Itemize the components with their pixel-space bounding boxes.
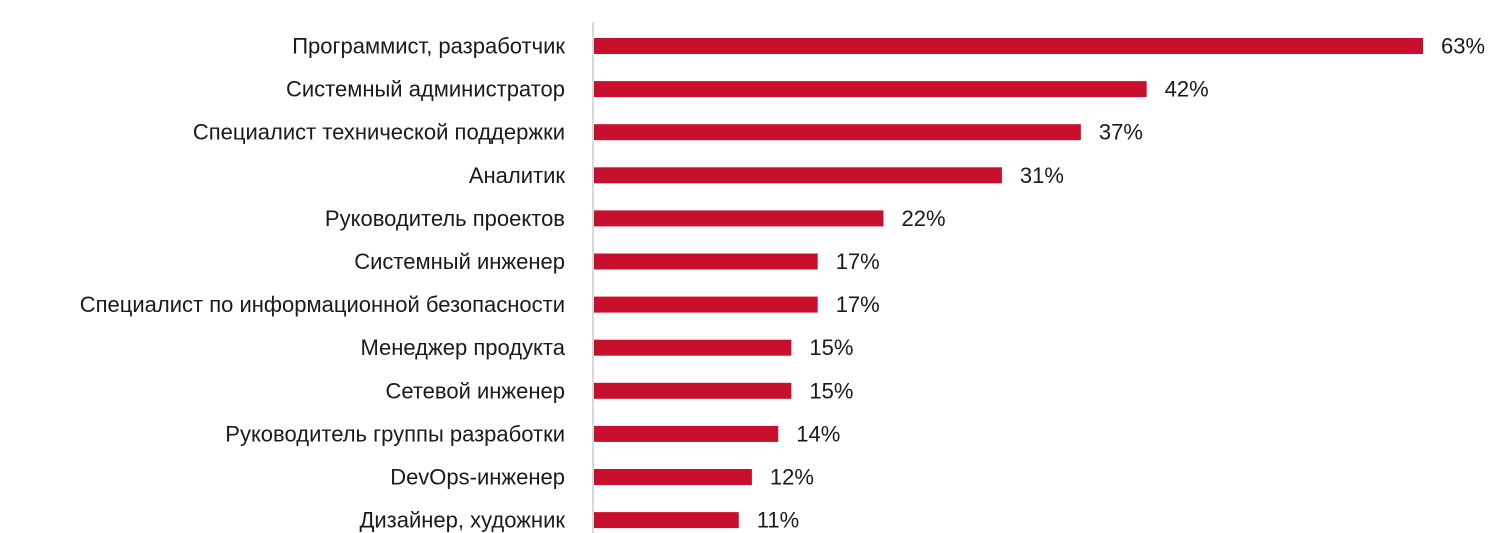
- category-label: Руководитель проектов: [325, 206, 565, 231]
- category-label: DevOps-инженер: [390, 465, 565, 490]
- bar: [594, 425, 779, 442]
- category-label: Специалист технической поддержки: [193, 120, 565, 145]
- value-label: 15%: [809, 378, 853, 403]
- value-label: 42%: [1165, 77, 1209, 102]
- bar: [594, 124, 1081, 141]
- value-label: 15%: [809, 335, 853, 360]
- category-label: Менеджер продукта: [360, 335, 565, 360]
- bar: [594, 296, 818, 313]
- bar: [594, 512, 739, 529]
- value-label: 37%: [1099, 120, 1143, 145]
- bars-group: Программист, разработчик 63% Системный адм…: [80, 34, 1485, 533]
- category-label: Программист, разработчик: [292, 34, 565, 59]
- category-label: Системный инженер: [354, 249, 565, 274]
- value-label: 63%: [1441, 34, 1485, 59]
- value-label: 11%: [757, 508, 799, 533]
- bar: [594, 382, 792, 399]
- bar: [594, 167, 1002, 184]
- value-label: 22%: [901, 206, 945, 231]
- category-label: Аналитик: [469, 163, 566, 188]
- bar: [594, 339, 792, 356]
- category-label: Сетевой инженер: [385, 378, 565, 403]
- category-label: Системный администратор: [286, 77, 565, 102]
- bar: [594, 210, 884, 227]
- value-label: 31%: [1020, 163, 1064, 188]
- value-label: 14%: [796, 421, 840, 446]
- bar: [594, 81, 1147, 98]
- value-label: 17%: [836, 292, 880, 317]
- bar: [594, 469, 752, 485]
- category-label: Дизайнер, художник: [359, 508, 565, 533]
- category-label: Специалист по информационной безопасност…: [80, 292, 565, 317]
- bar: [594, 253, 818, 270]
- value-label: 12%: [770, 465, 814, 490]
- bar: [594, 38, 1423, 54]
- value-label: 17%: [836, 249, 880, 274]
- category-label: Руководитель группы разработки: [225, 421, 565, 446]
